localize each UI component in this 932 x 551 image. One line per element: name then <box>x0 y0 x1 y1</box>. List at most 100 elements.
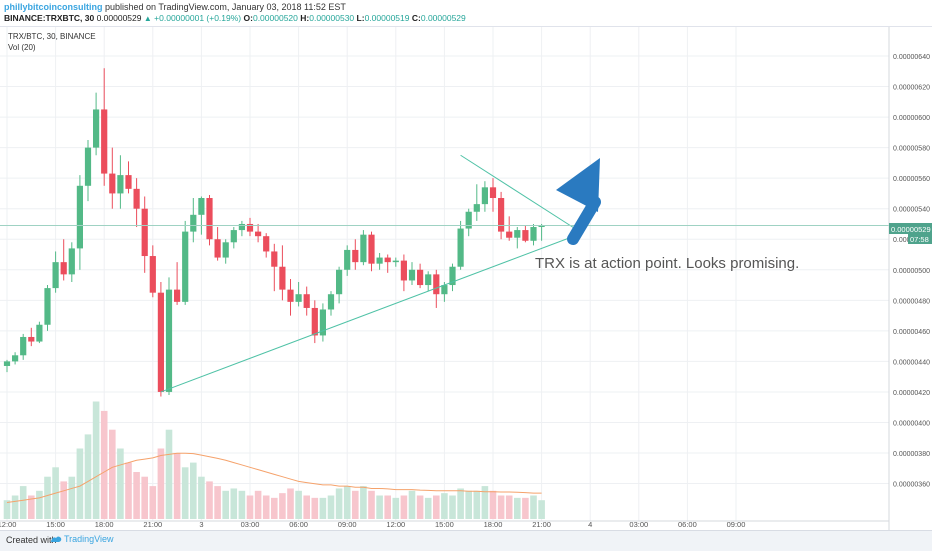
volume-bar <box>117 448 124 519</box>
current-price-label: 0.00000529 <box>891 225 931 234</box>
candle-body <box>109 173 116 194</box>
author-username[interactable]: phillybitcoinconsulting <box>4 2 103 12</box>
volume-bar <box>222 490 229 519</box>
high-label: H: <box>300 13 310 23</box>
time-tick-label: 18:00 <box>95 520 114 529</box>
candle-body <box>441 285 448 295</box>
time-tick-label: 15:00 <box>435 520 454 529</box>
candle-body <box>28 336 35 342</box>
volume-bar <box>206 481 213 519</box>
arrow-up-icon: ▲ <box>143 14 152 23</box>
candle-body <box>174 289 181 302</box>
blue-arrow-icon <box>556 158 601 245</box>
created-with-label: Created with <box>6 535 57 545</box>
volume-bar <box>497 495 505 519</box>
candle-body <box>392 260 399 263</box>
volume-bar <box>481 486 489 519</box>
price-tick-label: 0.00000360 <box>893 482 930 489</box>
volume-bar <box>157 448 165 519</box>
candle-body <box>214 239 221 258</box>
volume-bar <box>133 472 140 519</box>
price-tick-label: 0.00000400 <box>893 420 930 427</box>
trendline <box>460 154 583 234</box>
candle-body <box>327 294 335 310</box>
candle-body <box>481 187 488 205</box>
candle-body <box>149 256 156 293</box>
candle-body <box>417 269 424 286</box>
time-tick-label: 03:00 <box>629 520 648 529</box>
time-tick-label: 09:00 <box>727 520 746 529</box>
tradingview-logo-icon[interactable] <box>50 535 62 544</box>
publish-date: published on TradingView.com, January 03… <box>105 2 346 12</box>
volume-bar <box>11 495 19 519</box>
open-label: O: <box>243 13 253 23</box>
volume-bar <box>60 481 67 519</box>
volume-bar <box>28 495 35 519</box>
volume-bar <box>190 462 197 519</box>
volume-bar <box>149 486 157 519</box>
candle-body <box>93 109 100 148</box>
candle-body <box>303 294 310 308</box>
candle-body <box>246 223 254 232</box>
volume-bar <box>441 493 448 519</box>
symbol-line: BINANCE:TRXBTC, 30 <box>4 13 95 23</box>
volume-bar <box>109 429 116 519</box>
candle-body <box>368 234 375 264</box>
volume-bar <box>181 467 189 519</box>
candle-body <box>287 289 294 302</box>
candle-body <box>457 228 464 267</box>
candle-body <box>425 274 432 286</box>
volume-bar <box>400 495 408 519</box>
volume-bar <box>319 497 327 519</box>
volume-bar <box>416 495 424 519</box>
chart-header: phillybitcoinconsulting published on Tra… <box>0 0 932 27</box>
candle-body <box>360 234 367 263</box>
volume-bar <box>165 429 173 519</box>
time-tick-label: 06:00 <box>289 520 308 529</box>
price-tick-label: 0.00000640 <box>893 54 930 61</box>
candle-body <box>198 198 205 215</box>
price-chart[interactable]: 0.00000640 0.00000620 0.00000600 0.00000580… <box>0 27 932 530</box>
candle-body <box>12 355 19 362</box>
candle-body <box>165 289 173 392</box>
candle-body <box>271 251 278 267</box>
volume-bar <box>311 497 319 519</box>
time-axis: 12:00 15:00 18:00 21:00 3 03:00 06:00 09:00 12:0… <box>0 520 889 529</box>
volume-bar <box>392 497 400 519</box>
candle-body <box>489 187 497 199</box>
ohlc-line: BINANCE:TRXBTC, 30 0.00000529 ▲ +0.00000… <box>4 13 466 23</box>
volume-bar <box>384 495 391 519</box>
volume-bar <box>125 462 132 519</box>
volume-bar <box>538 500 545 519</box>
volume-bar <box>173 453 181 519</box>
price-tick-label: 0.00000580 <box>893 146 930 153</box>
candle-body <box>344 249 351 270</box>
close-label: C: <box>411 13 421 23</box>
volume-bar <box>19 486 27 519</box>
trendlines <box>0 154 889 393</box>
candle-body <box>352 249 359 263</box>
price-tick-label: 0.00000540 <box>893 207 930 214</box>
volume-ma-polyline <box>6 452 542 504</box>
candle-body <box>255 231 262 237</box>
candle-body <box>498 198 505 232</box>
low-label: L: <box>356 13 365 23</box>
tradingview-link[interactable]: TradingView <box>64 534 114 544</box>
candle-body <box>52 262 59 289</box>
volume-bar <box>44 476 51 519</box>
volume-bar <box>368 490 375 519</box>
volume-bar <box>376 495 383 519</box>
volume-bars <box>3 401 545 519</box>
candle-body <box>117 175 124 194</box>
volume-bar <box>522 497 529 519</box>
volume-bar <box>238 490 246 519</box>
volume-bar <box>530 495 537 519</box>
volume-bar <box>246 495 254 519</box>
price-tick-label: 0.00000440 <box>893 359 930 366</box>
candle-body <box>449 266 456 286</box>
candle-body <box>400 260 407 281</box>
low-value: 0.00000519 <box>364 13 410 23</box>
footer: Created with TradingView <box>0 530 932 551</box>
candle-body <box>530 227 537 241</box>
time-tick-label: 12:00 <box>0 520 16 529</box>
